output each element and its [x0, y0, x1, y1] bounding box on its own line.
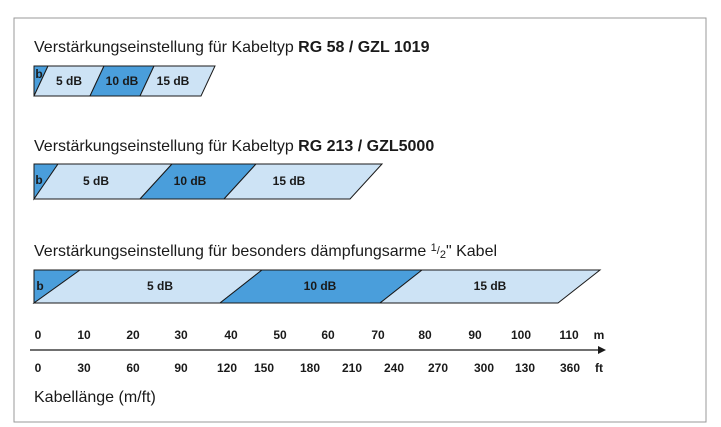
unit-label: m	[594, 328, 605, 342]
feet-label: 90	[174, 361, 188, 375]
fraction-denominator: 2	[440, 249, 446, 261]
meter-label: 60	[321, 328, 335, 342]
feet-label: 300	[474, 361, 494, 375]
meter-label: 50	[273, 328, 287, 342]
section-title: Verstärkungseinstellung für besonders dä…	[34, 242, 497, 261]
meter-label: 90	[468, 328, 482, 342]
section-title: Verstärkungseinstellung für Kabeltyp RG …	[34, 39, 430, 56]
segment-label: 15 dB	[157, 74, 190, 88]
axis-arrow	[598, 346, 606, 354]
feet-label: 180	[300, 361, 320, 375]
gain-bar: b 5 dB 10 dB 15 dB	[33, 163, 384, 201]
fraction-numerator: 1	[431, 242, 437, 254]
segment-label: b	[35, 173, 42, 187]
gain-bar: b 5 dB 10 dB 15 dB	[33, 65, 216, 97]
segment-label: 5 dB	[147, 279, 173, 293]
segment-label: 10 dB	[174, 174, 207, 188]
feet-label: 270	[428, 361, 448, 375]
meter-label: 0	[35, 328, 42, 342]
segment	[139, 65, 216, 97]
segment-label: 15 dB	[474, 279, 507, 293]
meter-label: 10	[77, 328, 91, 342]
feet-label: 360	[560, 361, 580, 375]
axis-caption: Kabellänge (m/ft)	[34, 389, 156, 406]
feet-label: 30	[77, 361, 91, 375]
segment-label: 15 dB	[273, 174, 306, 188]
feet-label: 60	[126, 361, 140, 375]
segment	[222, 163, 384, 200]
segment	[378, 269, 602, 304]
segment-label: b	[35, 67, 42, 81]
feet-label: 210	[342, 361, 362, 375]
feet-label: 150	[254, 361, 274, 375]
title-text: Verstärkungseinstellung für Kabeltyp	[34, 138, 298, 155]
meter-label: 20	[126, 328, 140, 342]
segment-label: 10 dB	[304, 279, 337, 293]
title-cable: RG 58 / GZL 1019	[298, 39, 429, 56]
title-text: Verstärkungseinstellung für besonders dä…	[34, 243, 431, 260]
segment-label: 5 dB	[83, 174, 109, 188]
meter-label: 80	[418, 328, 432, 342]
feet-label: 120	[217, 361, 237, 375]
section-title: Verstärkungseinstellung für Kabeltyp RG …	[34, 138, 434, 155]
segment-label: b	[36, 279, 43, 293]
title-text: Verstärkungseinstellung für Kabeltyp	[34, 39, 298, 56]
meter-label: 70	[371, 328, 385, 342]
feet-label: 240	[384, 361, 404, 375]
length-axis: m ft 0 10 20 30 40 50 60 70 80 90 100 110 0 30 60 90 120…	[30, 328, 606, 375]
segment-label: 10 dB	[106, 74, 139, 88]
feet-label: 0	[35, 361, 42, 375]
meter-label: 40	[224, 328, 238, 342]
title-cable: RG 213 / GZL5000	[298, 138, 434, 155]
meter-label: 110	[559, 328, 579, 342]
unit-label: ft	[595, 361, 603, 375]
title-suffix: " Kabel	[446, 243, 497, 260]
segment-label: 5 dB	[56, 74, 82, 88]
meter-label: 100	[511, 328, 531, 342]
feet-label: 130	[515, 361, 535, 375]
meter-label: 30	[174, 328, 188, 342]
gain-bar: b 5 dB 10 dB 15 dB	[32, 269, 602, 304]
